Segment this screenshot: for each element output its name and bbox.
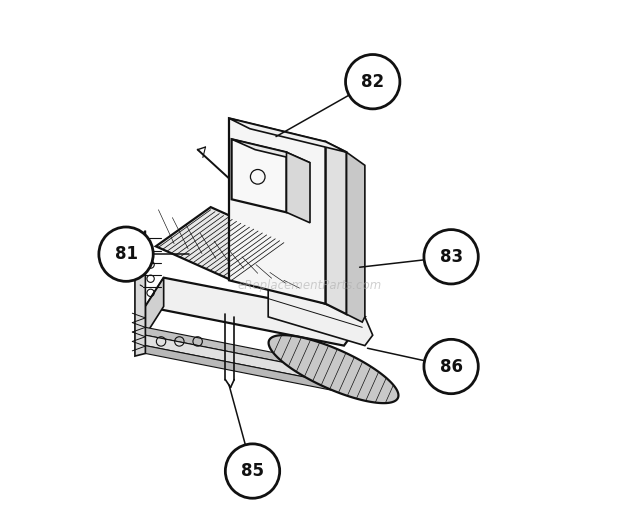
Circle shape: [345, 54, 400, 109]
Polygon shape: [232, 139, 286, 212]
Polygon shape: [145, 278, 365, 346]
Polygon shape: [232, 139, 310, 163]
Text: 82: 82: [361, 73, 384, 91]
Polygon shape: [286, 152, 310, 223]
Text: 81: 81: [115, 245, 138, 263]
Circle shape: [225, 444, 280, 498]
Text: 85: 85: [241, 462, 264, 480]
Circle shape: [424, 340, 478, 394]
Polygon shape: [145, 346, 344, 392]
Polygon shape: [326, 142, 347, 314]
Polygon shape: [145, 278, 164, 335]
Text: 86: 86: [440, 357, 463, 376]
Polygon shape: [229, 118, 326, 304]
Circle shape: [99, 227, 153, 281]
Polygon shape: [347, 152, 365, 322]
Polygon shape: [135, 231, 145, 356]
Text: eReplacementParts.com: eReplacementParts.com: [238, 279, 382, 292]
Polygon shape: [145, 328, 344, 374]
Text: 83: 83: [440, 248, 463, 266]
Polygon shape: [229, 118, 347, 152]
Polygon shape: [156, 207, 286, 280]
Circle shape: [424, 230, 478, 284]
Polygon shape: [145, 335, 344, 385]
Polygon shape: [268, 286, 373, 346]
Polygon shape: [268, 335, 399, 403]
